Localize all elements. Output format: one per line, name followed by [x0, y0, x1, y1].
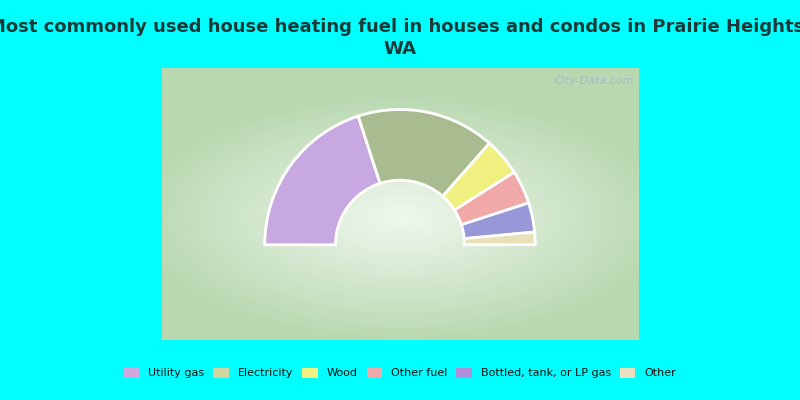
Wedge shape: [464, 232, 535, 245]
Wedge shape: [454, 172, 529, 225]
Text: City-Data.com: City-Data.com: [554, 76, 634, 86]
Legend: Utility gas, Electricity, Wood, Other fuel, Bottled, tank, or LP gas, Other: Utility gas, Electricity, Wood, Other fu…: [121, 364, 679, 382]
Wedge shape: [265, 116, 380, 245]
Wedge shape: [442, 143, 514, 210]
Wedge shape: [358, 110, 490, 196]
Wedge shape: [462, 203, 534, 239]
Text: Most commonly used house heating fuel in houses and condos in Prairie Heights,
W: Most commonly used house heating fuel in…: [0, 18, 800, 58]
